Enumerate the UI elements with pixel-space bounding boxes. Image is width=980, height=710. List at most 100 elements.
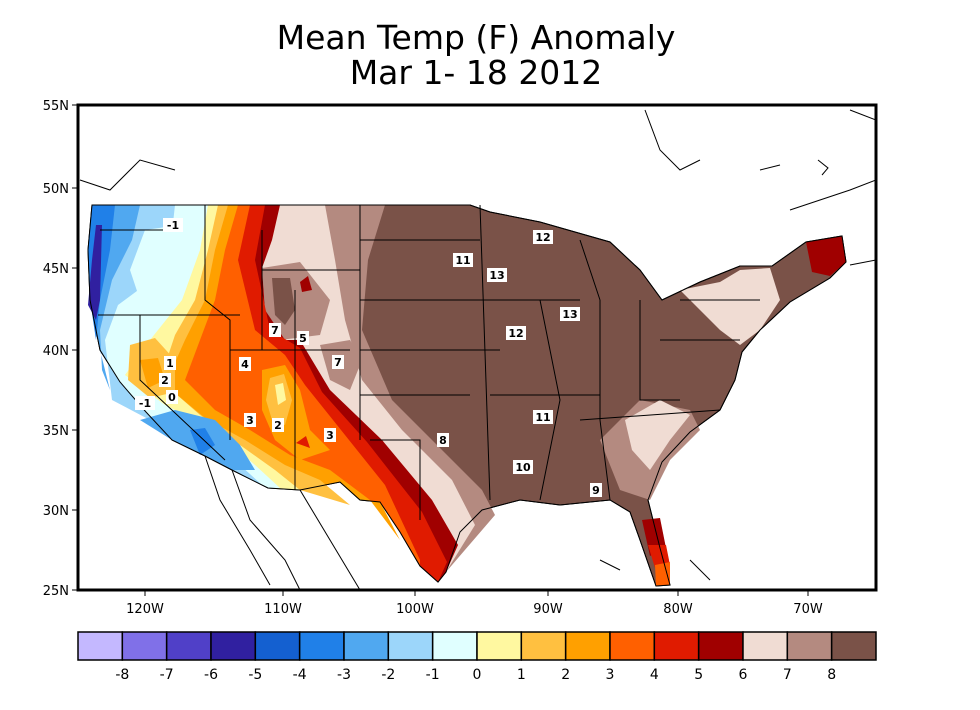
contour-label: 13	[489, 269, 504, 282]
colorbar-swatch	[476, 631, 523, 661]
map-title-line1: Mean Temp (F) Anomaly	[276, 18, 676, 57]
colorbar-swatch	[121, 631, 168, 661]
contour-label-box	[166, 390, 178, 404]
lat-label: 50N	[43, 182, 69, 197]
contour-label: 7	[334, 356, 342, 369]
contour-label: 12	[508, 327, 523, 340]
anomaly-region-3-florida	[655, 562, 670, 586]
anomaly-region-minus5	[88, 225, 102, 320]
contour-label: 11	[455, 254, 470, 267]
colorbar-label: -3	[337, 667, 351, 683]
colorbar: -8 -7 -6 -5 -4 -3 -2 -1 0 1 2 3 4 5 6 7 8	[77, 631, 877, 683]
contour-label: 8	[439, 434, 447, 447]
contour-label: 3	[326, 429, 334, 442]
anomaly-region-4-florida	[648, 545, 670, 568]
contour-label: 0	[168, 391, 176, 404]
contour-label: -1	[167, 219, 179, 232]
colorbar-label: 1	[517, 667, 526, 683]
lat-label: 55N	[43, 99, 69, 114]
colorbar-label: -5	[248, 667, 262, 683]
colorbar-label: -4	[293, 667, 307, 683]
longitude-axis: 120W 110W 100W 90W 80W 70W	[126, 590, 823, 617]
contour-label-box	[272, 418, 284, 432]
colorbar-label: -2	[381, 667, 395, 683]
lon-label: 120W	[126, 602, 164, 617]
contour-label: -1	[139, 397, 151, 410]
lon-label: 80W	[663, 602, 693, 617]
colorbar-swatch	[165, 631, 212, 661]
lon-label: 90W	[533, 602, 563, 617]
contour-label-box	[332, 355, 344, 369]
contour-label-box	[506, 326, 526, 340]
lat-label: 25N	[43, 584, 69, 599]
anomaly-region-6-southeast	[625, 400, 690, 470]
anomaly-region-5-wyoming	[300, 276, 312, 292]
anomaly-region-4-arizona	[296, 436, 310, 448]
contour-label-box	[533, 230, 553, 244]
contour-label-box	[560, 307, 580, 321]
lat-label: 30N	[43, 504, 69, 519]
colorbar-swatch	[77, 631, 124, 661]
contour-label-box	[164, 356, 176, 370]
colorbar-label: 5	[694, 667, 703, 683]
colorbar-label: -6	[204, 667, 218, 683]
colorbar-swatch	[609, 631, 656, 661]
colorbar-swatch	[564, 631, 611, 661]
colorbar-label: 0	[473, 667, 482, 683]
lat-label: 35N	[43, 424, 69, 439]
anomaly-region-8-wyoming	[272, 278, 295, 325]
contour-label-box	[437, 433, 449, 447]
contour-label-box	[487, 268, 507, 282]
lon-label: 110W	[264, 602, 302, 617]
contour-label-box	[324, 428, 336, 442]
contour-label: 1	[166, 357, 174, 370]
colorbar-swatch	[786, 631, 833, 661]
anomaly-region-minus1-idaho	[130, 225, 200, 300]
contour-label-box	[239, 357, 251, 371]
anomaly-region-6-northeast	[680, 268, 780, 345]
lat-label: 45N	[43, 262, 69, 277]
colorbar-swatch	[520, 631, 567, 661]
colorbar-swatch	[431, 631, 478, 661]
contour-label: 13	[562, 308, 577, 321]
lon-label: 70W	[793, 602, 823, 617]
contour-label: 7	[271, 324, 279, 337]
colorbar-label: 3	[606, 667, 615, 683]
anomaly-region-minus4-south	[190, 428, 215, 455]
contour-label-box	[163, 218, 183, 232]
colorbar-label: -8	[115, 667, 129, 683]
map-fill	[79, 109, 876, 590]
colorbar-swatch	[298, 631, 345, 661]
latitude-axis: 55N 50N 45N 40N 35N 30N 25N	[43, 99, 78, 599]
contour-label: 3	[246, 414, 254, 427]
contour-label-box	[135, 396, 155, 410]
colorbar-swatch	[387, 631, 434, 661]
colorbar-label: -7	[160, 667, 174, 683]
contour-label-box	[159, 373, 171, 387]
colorbar-swatch	[254, 631, 301, 661]
map-frame	[76, 103, 878, 592]
contour-label: 4	[241, 358, 249, 371]
colorbar-label: 2	[561, 667, 570, 683]
contour-label: 10	[515, 461, 531, 474]
colorbar-swatch	[210, 631, 257, 661]
borders	[79, 109, 876, 590]
contour-label-box	[244, 413, 256, 427]
colorbar-label: 8	[827, 667, 836, 683]
colorbar-label: 7	[783, 667, 792, 683]
contour-label: 2	[274, 419, 282, 432]
contour-label: 11	[535, 411, 550, 424]
colorbar-swatch	[697, 631, 744, 661]
anomaly-region-minus2	[88, 205, 262, 485]
contour-label: 12	[535, 231, 550, 244]
map-title-line2: Mar 1- 18 2012	[349, 53, 603, 92]
anomaly-region-2-california	[140, 358, 165, 388]
contour-label-box	[297, 331, 309, 345]
contour-label-box	[590, 483, 602, 497]
anomaly-region-0-utah	[275, 383, 286, 405]
contour-label-box	[453, 253, 473, 267]
lon-label: 100W	[396, 602, 434, 617]
colorbar-swatch	[343, 631, 390, 661]
